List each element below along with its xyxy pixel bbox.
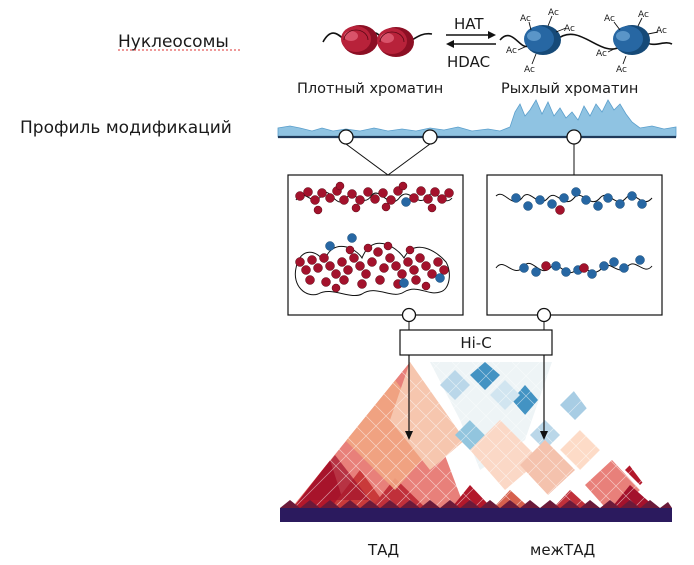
nucleosome-icon — [613, 25, 650, 55]
compacted-nucleosome — [555, 205, 565, 215]
arrow-right-icon — [488, 31, 496, 39]
hic-label: Hi-C — [460, 334, 491, 352]
nucleosome-icon — [377, 27, 414, 57]
modification-profile-track — [277, 99, 677, 176]
ac-label: Ac — [616, 65, 627, 75]
ac-label: Ac — [604, 14, 615, 24]
loose-nucleosomes: Ac Ac Ac Ac Ac Ac Ac Ac Ac Ac — [499, 8, 673, 75]
hic-diagonal — [280, 508, 672, 522]
hat-label: HAT — [454, 15, 484, 33]
hic-box — [399, 329, 553, 356]
arrow-left-icon — [446, 40, 454, 48]
hdac-label: HDAC — [447, 53, 490, 71]
profile-node — [422, 129, 438, 145]
loose-chromatin-label: Рыхлый хроматин — [501, 81, 638, 97]
acetylated-nucleosome — [399, 278, 409, 288]
loose-chromatin-box — [486, 174, 663, 316]
acetylated-nucleosome — [435, 273, 445, 283]
ac-label: Ac — [638, 10, 649, 20]
ac-label: Ac — [596, 49, 607, 59]
dense-chromatin-box — [287, 174, 464, 316]
loose-cluster-upper — [511, 187, 647, 211]
intertad-label: межТАД — [530, 541, 595, 559]
compacted-nucleosome — [579, 263, 589, 273]
acetylated-nucleosome — [401, 197, 411, 207]
box-node — [536, 307, 552, 323]
profile-node — [338, 129, 354, 145]
dense-nucleosomes — [322, 25, 433, 57]
acetylated-nucleosome — [347, 233, 357, 243]
arrow-down-icon — [405, 431, 413, 440]
ac-label: Ac — [656, 26, 667, 36]
profile-row-label: Профиль модификаций — [20, 118, 232, 138]
box-node — [401, 307, 417, 323]
nucleosomes-row-label: Нуклеосомы — [118, 32, 229, 52]
ac-label: Ac — [520, 14, 531, 24]
profile-node — [566, 129, 582, 145]
hic-diagonal-pattern — [280, 500, 672, 508]
ac-label: Ac — [524, 65, 535, 75]
compacted-nucleosome — [541, 261, 551, 271]
ac-label: Ac — [548, 8, 559, 18]
hat-hdac-arrows: HAT HDAC — [446, 15, 496, 71]
acetylated-nucleosome — [325, 241, 335, 251]
nucleosome-icon — [524, 25, 561, 55]
dense-cluster-lower — [295, 241, 449, 293]
dense-chromatin-label: Плотный хроматин — [297, 81, 443, 97]
ac-label: Ac — [506, 46, 517, 56]
tad-label: ТАД — [367, 541, 399, 559]
ac-label: Ac — [564, 24, 575, 34]
loose-cluster-lower — [519, 255, 645, 279]
nucleosome-icon — [341, 25, 378, 55]
arrow-down-icon — [540, 431, 548, 440]
dense-cluster-upper — [295, 181, 454, 215]
